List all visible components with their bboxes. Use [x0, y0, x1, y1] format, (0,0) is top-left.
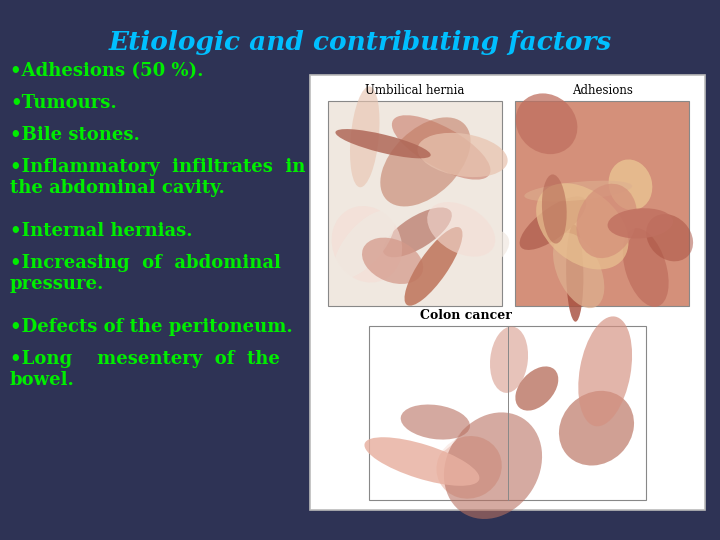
Text: •Internal hernias.: •Internal hernias.: [10, 222, 193, 240]
Text: •Tumours.: •Tumours.: [10, 94, 117, 112]
Ellipse shape: [444, 413, 542, 519]
Ellipse shape: [524, 181, 632, 201]
Ellipse shape: [559, 391, 634, 465]
Ellipse shape: [536, 183, 629, 269]
Ellipse shape: [392, 115, 490, 180]
Ellipse shape: [447, 229, 509, 273]
Bar: [310, 75, 705, 510]
Text: •Increasing  of  abdominal
pressure.: •Increasing of abdominal pressure.: [10, 254, 281, 293]
Ellipse shape: [646, 214, 693, 261]
Ellipse shape: [362, 238, 423, 284]
Text: Etiologic and contributing factors: Etiologic and contributing factors: [109, 30, 611, 55]
Ellipse shape: [516, 367, 558, 410]
Ellipse shape: [623, 228, 669, 307]
Text: Adhesions: Adhesions: [572, 84, 633, 97]
Ellipse shape: [516, 93, 577, 154]
Text: Umbilical hernia: Umbilical hernia: [365, 84, 464, 97]
Ellipse shape: [578, 316, 632, 426]
Ellipse shape: [334, 211, 395, 278]
Ellipse shape: [405, 227, 462, 306]
Text: •Long    mesentery  of  the
bowel.: •Long mesentery of the bowel.: [10, 350, 280, 389]
Ellipse shape: [380, 117, 471, 206]
Ellipse shape: [336, 129, 431, 158]
Ellipse shape: [613, 230, 668, 283]
Text: Colon cancer: Colon cancer: [420, 309, 512, 322]
Bar: [516, 101, 689, 306]
Ellipse shape: [577, 184, 637, 258]
Ellipse shape: [364, 437, 480, 486]
Ellipse shape: [350, 86, 379, 187]
Ellipse shape: [409, 399, 466, 458]
Ellipse shape: [608, 159, 652, 210]
Ellipse shape: [429, 392, 469, 454]
Ellipse shape: [401, 404, 470, 440]
Ellipse shape: [490, 327, 528, 393]
Bar: [369, 326, 646, 500]
Text: •Adhesions (50 %).: •Adhesions (50 %).: [10, 62, 204, 80]
Ellipse shape: [383, 207, 452, 257]
Bar: [328, 101, 502, 306]
Text: •Inflammatory  infiltrates  in
the abdominal cavity.: •Inflammatory infiltrates in the abdomin…: [10, 158, 305, 197]
Ellipse shape: [520, 197, 586, 250]
Ellipse shape: [436, 436, 502, 498]
Ellipse shape: [566, 225, 583, 322]
Ellipse shape: [332, 206, 402, 282]
Ellipse shape: [553, 233, 604, 308]
Ellipse shape: [427, 202, 495, 256]
Ellipse shape: [608, 208, 673, 239]
Text: •Defects of the peritoneum.: •Defects of the peritoneum.: [10, 318, 293, 336]
Ellipse shape: [542, 174, 567, 244]
Ellipse shape: [559, 175, 585, 245]
Ellipse shape: [418, 133, 508, 177]
Text: •Bile stones.: •Bile stones.: [10, 126, 140, 144]
